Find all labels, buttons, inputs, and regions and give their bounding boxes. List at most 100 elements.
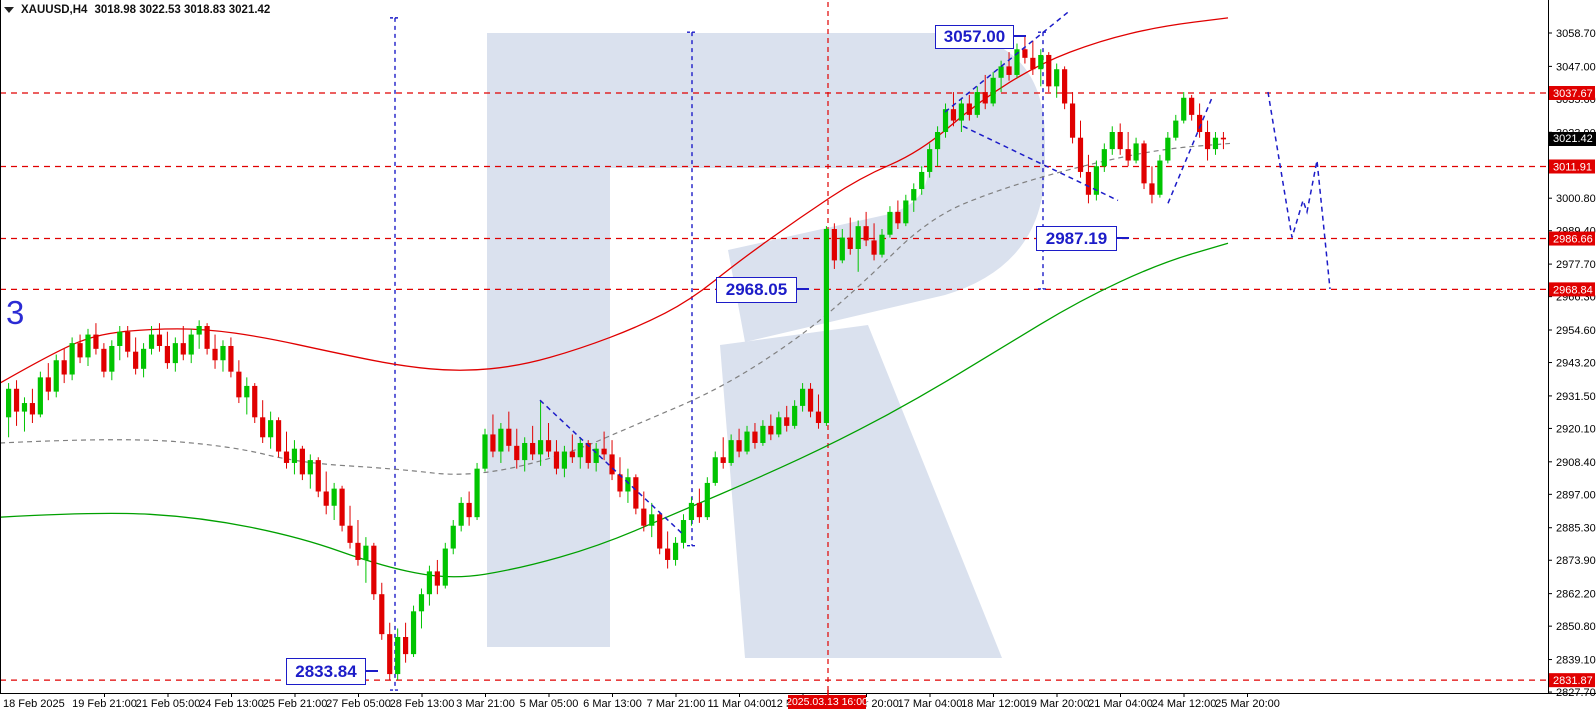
chart-title-bar: XAUUSD,H4 3018.98 3022.53 3018.83 3021.4… xyxy=(4,4,270,16)
descending-left-line[interactable] xyxy=(539,399,684,535)
candle-body xyxy=(315,460,321,492)
candle-body xyxy=(260,417,266,438)
candle-body xyxy=(1133,143,1139,161)
candle-body xyxy=(61,360,67,375)
price-tick-label: 2943.20 xyxy=(1556,358,1596,370)
candle-body xyxy=(180,343,186,355)
level-price-label: 3037.67 xyxy=(1553,88,1593,100)
candle-body xyxy=(1212,137,1219,150)
candle-body xyxy=(704,482,710,518)
candle-body xyxy=(379,594,385,635)
time-tick-label: 24 Mar 12:00 xyxy=(1152,698,1217,710)
annotation-retrace-price[interactable]: 2987.19 xyxy=(1036,226,1117,251)
candle-body xyxy=(156,334,163,346)
annotation-breakout-price[interactable]: 2968.05 xyxy=(716,277,797,303)
candle-body xyxy=(514,445,520,461)
candle-body xyxy=(1014,49,1020,75)
candle-body xyxy=(633,477,639,509)
candle-body xyxy=(807,388,814,412)
candle-body xyxy=(355,542,361,560)
price-tick-label: 2885.30 xyxy=(1556,523,1596,535)
annotation-retrace-tick xyxy=(1117,237,1129,239)
price-tick-label: 2827.70 xyxy=(1556,687,1596,699)
candle-body xyxy=(474,468,480,518)
candle-body xyxy=(1173,120,1179,138)
time-tick-label: 19 Mar 20:00 xyxy=(1025,698,1090,710)
candle-body xyxy=(966,103,972,115)
candle-body xyxy=(395,636,401,675)
candle-body xyxy=(688,502,695,521)
candle-body xyxy=(1085,171,1092,195)
candle-body xyxy=(530,442,536,455)
candle-body xyxy=(53,360,59,392)
candle-body xyxy=(6,388,12,418)
candle-body xyxy=(720,457,726,463)
candle-body xyxy=(323,491,329,506)
candle-body xyxy=(855,226,861,249)
candle-body xyxy=(220,345,226,361)
candle-body xyxy=(148,334,155,349)
candle-body xyxy=(839,237,845,261)
broker-watermark-logo xyxy=(487,33,1045,658)
level-price-label: 2831.87 xyxy=(1553,675,1593,687)
candle-body xyxy=(911,189,917,201)
candle-body xyxy=(625,477,631,492)
candle-body xyxy=(418,594,425,612)
forecast-zigzag[interactable] xyxy=(1267,91,1331,289)
candle-body xyxy=(768,425,774,435)
candle-body xyxy=(1197,114,1203,133)
candle-body xyxy=(140,348,147,369)
candle-body xyxy=(1022,49,1028,58)
lower-band-line[interactable] xyxy=(0,242,1229,578)
candle-body xyxy=(212,348,218,361)
candle-body xyxy=(426,571,433,595)
price-tick-label: 2977.70 xyxy=(1556,259,1596,271)
candle-body xyxy=(1069,103,1076,138)
time-tick-label: 3 Mar 21:00 xyxy=(456,698,515,710)
candle-body xyxy=(982,92,988,104)
candle-body xyxy=(236,371,242,398)
candle-body xyxy=(696,502,702,518)
candle-body xyxy=(85,334,91,358)
level-price-label-bg xyxy=(1549,282,1595,297)
symbol-dropdown-icon[interactable] xyxy=(4,7,14,13)
candle-body xyxy=(434,571,440,586)
candle-body xyxy=(1189,97,1195,115)
price-tick-label: 2908.40 xyxy=(1556,457,1596,469)
candle-body xyxy=(998,66,1004,78)
price-tick-label: 3047.00 xyxy=(1556,61,1596,73)
candle-body xyxy=(1117,132,1123,150)
ascending-right-line[interactable] xyxy=(1167,97,1213,204)
annotation-peak-price[interactable]: 3057.00 xyxy=(935,25,1014,49)
candle-body xyxy=(244,385,250,398)
candle-body xyxy=(641,508,647,526)
candle-body xyxy=(29,403,36,415)
price-tick-label: 2873.90 xyxy=(1556,555,1596,567)
candle-body xyxy=(339,488,345,526)
wave-count-label[interactable]: 3 xyxy=(6,294,25,331)
candle-body xyxy=(371,545,377,595)
candle-body xyxy=(927,149,933,172)
candle-body xyxy=(815,411,822,424)
candle-body xyxy=(387,634,393,675)
annotation-low-price[interactable]: 2833.84 xyxy=(286,658,366,685)
event-time-label[interactable]: 2025.03.13 16:00 xyxy=(786,695,868,709)
candle-body xyxy=(498,428,504,452)
annotation-peak-tick xyxy=(1014,35,1026,37)
descending-correction-line[interactable] xyxy=(962,125,1119,202)
ohlc-readout: 3018.98 3022.53 3018.83 3021.42 xyxy=(94,4,271,16)
annotation-low-tick xyxy=(366,670,378,672)
candle-body xyxy=(490,434,496,452)
candle-body xyxy=(831,229,837,261)
candle-body xyxy=(776,417,782,435)
middle-band-line[interactable] xyxy=(0,142,1231,475)
symbol-timeframe-label: XAUUSD,H4 xyxy=(21,4,88,16)
candle-body xyxy=(403,636,409,655)
annotation-breakout-tick xyxy=(797,288,809,290)
candle-body xyxy=(712,457,718,483)
candle-body xyxy=(823,229,830,424)
candle-body xyxy=(1054,69,1060,87)
candle-body xyxy=(974,92,980,115)
time-tick-label: 28 Feb 13:00 xyxy=(390,698,455,710)
